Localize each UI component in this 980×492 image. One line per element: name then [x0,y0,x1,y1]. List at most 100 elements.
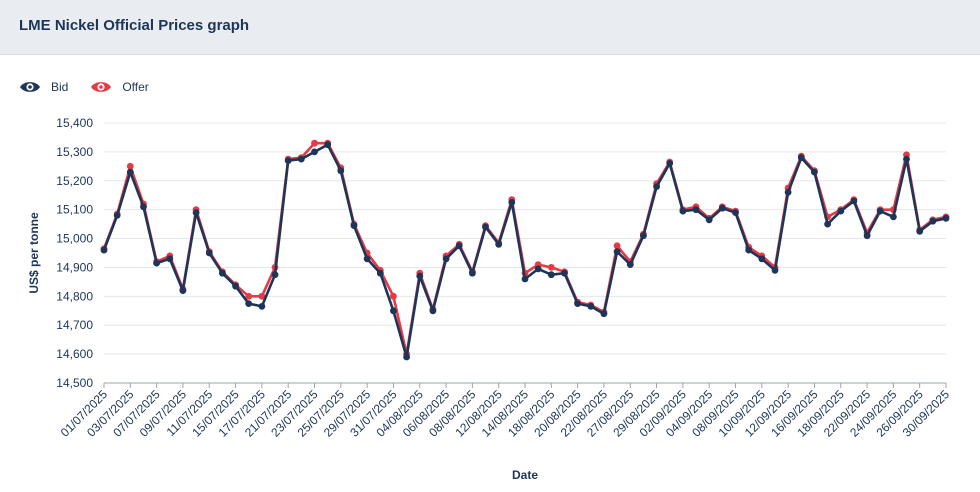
data-point-bid[interactable] [758,255,766,263]
data-point-bid[interactable] [811,168,818,176]
data-point-bid[interactable] [784,188,792,196]
x-axis-label: Date [512,468,538,482]
data-point-offer[interactable] [390,292,397,300]
y-tick-label: 14,500 [56,376,93,390]
data-point-bid[interactable] [100,246,108,254]
y-tick-label: 14,800 [56,289,93,303]
data-point-bid[interactable] [771,266,779,274]
data-point-bid[interactable] [113,212,121,219]
data-point-bid[interactable] [482,223,489,231]
data-point-bid[interactable] [205,249,213,257]
grid-lines [104,122,946,384]
data-point-bid[interactable] [126,168,134,176]
data-point-bid[interactable] [271,271,279,279]
data-point-offer[interactable] [245,292,253,300]
legend-item-bid[interactable]: Bid [19,80,68,94]
data-point-bid[interactable] [666,160,674,167]
data-point-bid[interactable] [390,307,397,315]
data-point-bid[interactable] [863,232,871,240]
y-tick-label: 14,600 [56,347,93,361]
eye-icon [20,82,40,92]
data-point-bid[interactable] [219,269,226,277]
data-point-bid[interactable] [153,259,161,267]
data-point-bid[interactable] [297,155,305,163]
y-tick-label: 15,100 [56,203,93,217]
x-axis-ticks: 01/07/202503/07/202507/07/202509/07/2025… [58,383,952,440]
data-point-bid[interactable] [376,269,384,277]
data-point-bid[interactable] [890,213,897,221]
data-point-bid[interactable] [284,157,292,165]
data-point-bid[interactable] [179,287,187,294]
data-point-bid[interactable] [350,222,358,230]
data-point-bid[interactable] [640,232,647,240]
data-point-bid[interactable] [797,154,805,162]
y-tick-label: 14,900 [56,260,93,274]
series-group [100,139,950,361]
data-point-offer[interactable] [613,242,621,250]
data-point-bid[interactable] [534,265,542,273]
data-point-bid[interactable] [140,203,147,211]
data-point-bid[interactable] [258,303,266,310]
data-point-bid[interactable] [705,216,713,224]
page-title: LME Nickel Official Prices graph [19,17,250,34]
y-tick-label: 15,200 [56,174,93,188]
y-tick-label: 14,700 [56,318,93,332]
data-point-bid[interactable] [166,255,174,263]
series-bid [100,141,950,361]
data-point-bid[interactable] [876,207,884,215]
legend-label-offer: Offer [122,80,149,94]
y-tick-label: 15,400 [56,116,93,130]
eye-icon [91,82,112,92]
data-point-bid[interactable] [469,269,476,277]
data-point-bid[interactable] [508,199,516,206]
chart-legend: Bid Offer [19,78,171,96]
data-point-offer[interactable] [311,139,318,147]
data-point-bid[interactable] [232,282,240,290]
data-point-bid[interactable] [324,141,332,149]
data-point-bid[interactable] [916,227,924,235]
data-point-bid[interactable] [442,255,450,263]
data-point-bid[interactable] [245,300,253,307]
series-line-offer [102,141,947,356]
data-point-bid[interactable] [942,214,950,222]
data-point-bid[interactable] [732,209,739,217]
y-axis-label: US$ per tonne [27,212,41,294]
y-axis-ticks: 14,500 14,600 14,700 14,800 14,900 15,000 15,1… [56,116,93,390]
data-point-bid[interactable] [718,204,726,212]
data-point-bid[interactable] [653,183,660,191]
data-point-bid[interactable] [679,207,687,215]
data-point-bid[interactable] [311,148,318,156]
data-point-bid[interactable] [824,220,831,228]
data-point-bid[interactable] [587,303,595,310]
legend-label-bid: Bid [51,80,69,94]
data-point-offer[interactable] [126,162,134,170]
data-point-bid[interactable] [903,155,910,163]
data-point-bid[interactable] [455,242,463,250]
data-point-bid[interactable] [613,248,621,256]
y-tick-label: 15,000 [56,232,93,246]
data-point-bid[interactable] [495,240,503,248]
data-point-bid[interactable] [692,206,700,214]
data-point-bid[interactable] [403,353,410,361]
data-point-bid[interactable] [600,310,608,318]
data-point-bid[interactable] [626,261,634,268]
data-point-bid[interactable] [416,272,424,280]
data-point-offer[interactable] [547,264,555,271]
data-point-bid[interactable] [837,207,845,215]
data-point-bid[interactable] [337,167,345,175]
data-point-bid[interactable] [850,197,858,205]
data-point-bid[interactable] [429,307,437,315]
header-bar: LME Nickel Official Prices graph [0,0,980,55]
data-point-bid[interactable] [521,275,529,283]
data-point-bid[interactable] [192,209,200,217]
data-point-bid[interactable] [574,300,581,307]
data-point-bid[interactable] [745,246,753,254]
data-point-offer[interactable] [258,292,266,300]
legend-item-offer[interactable]: Offer [90,80,149,94]
data-point-bid[interactable] [929,217,937,225]
data-point-bid[interactable] [561,269,568,277]
y-tick-label: 15,300 [56,145,93,159]
data-point-bid[interactable] [363,255,371,263]
data-point-bid[interactable] [547,271,555,279]
